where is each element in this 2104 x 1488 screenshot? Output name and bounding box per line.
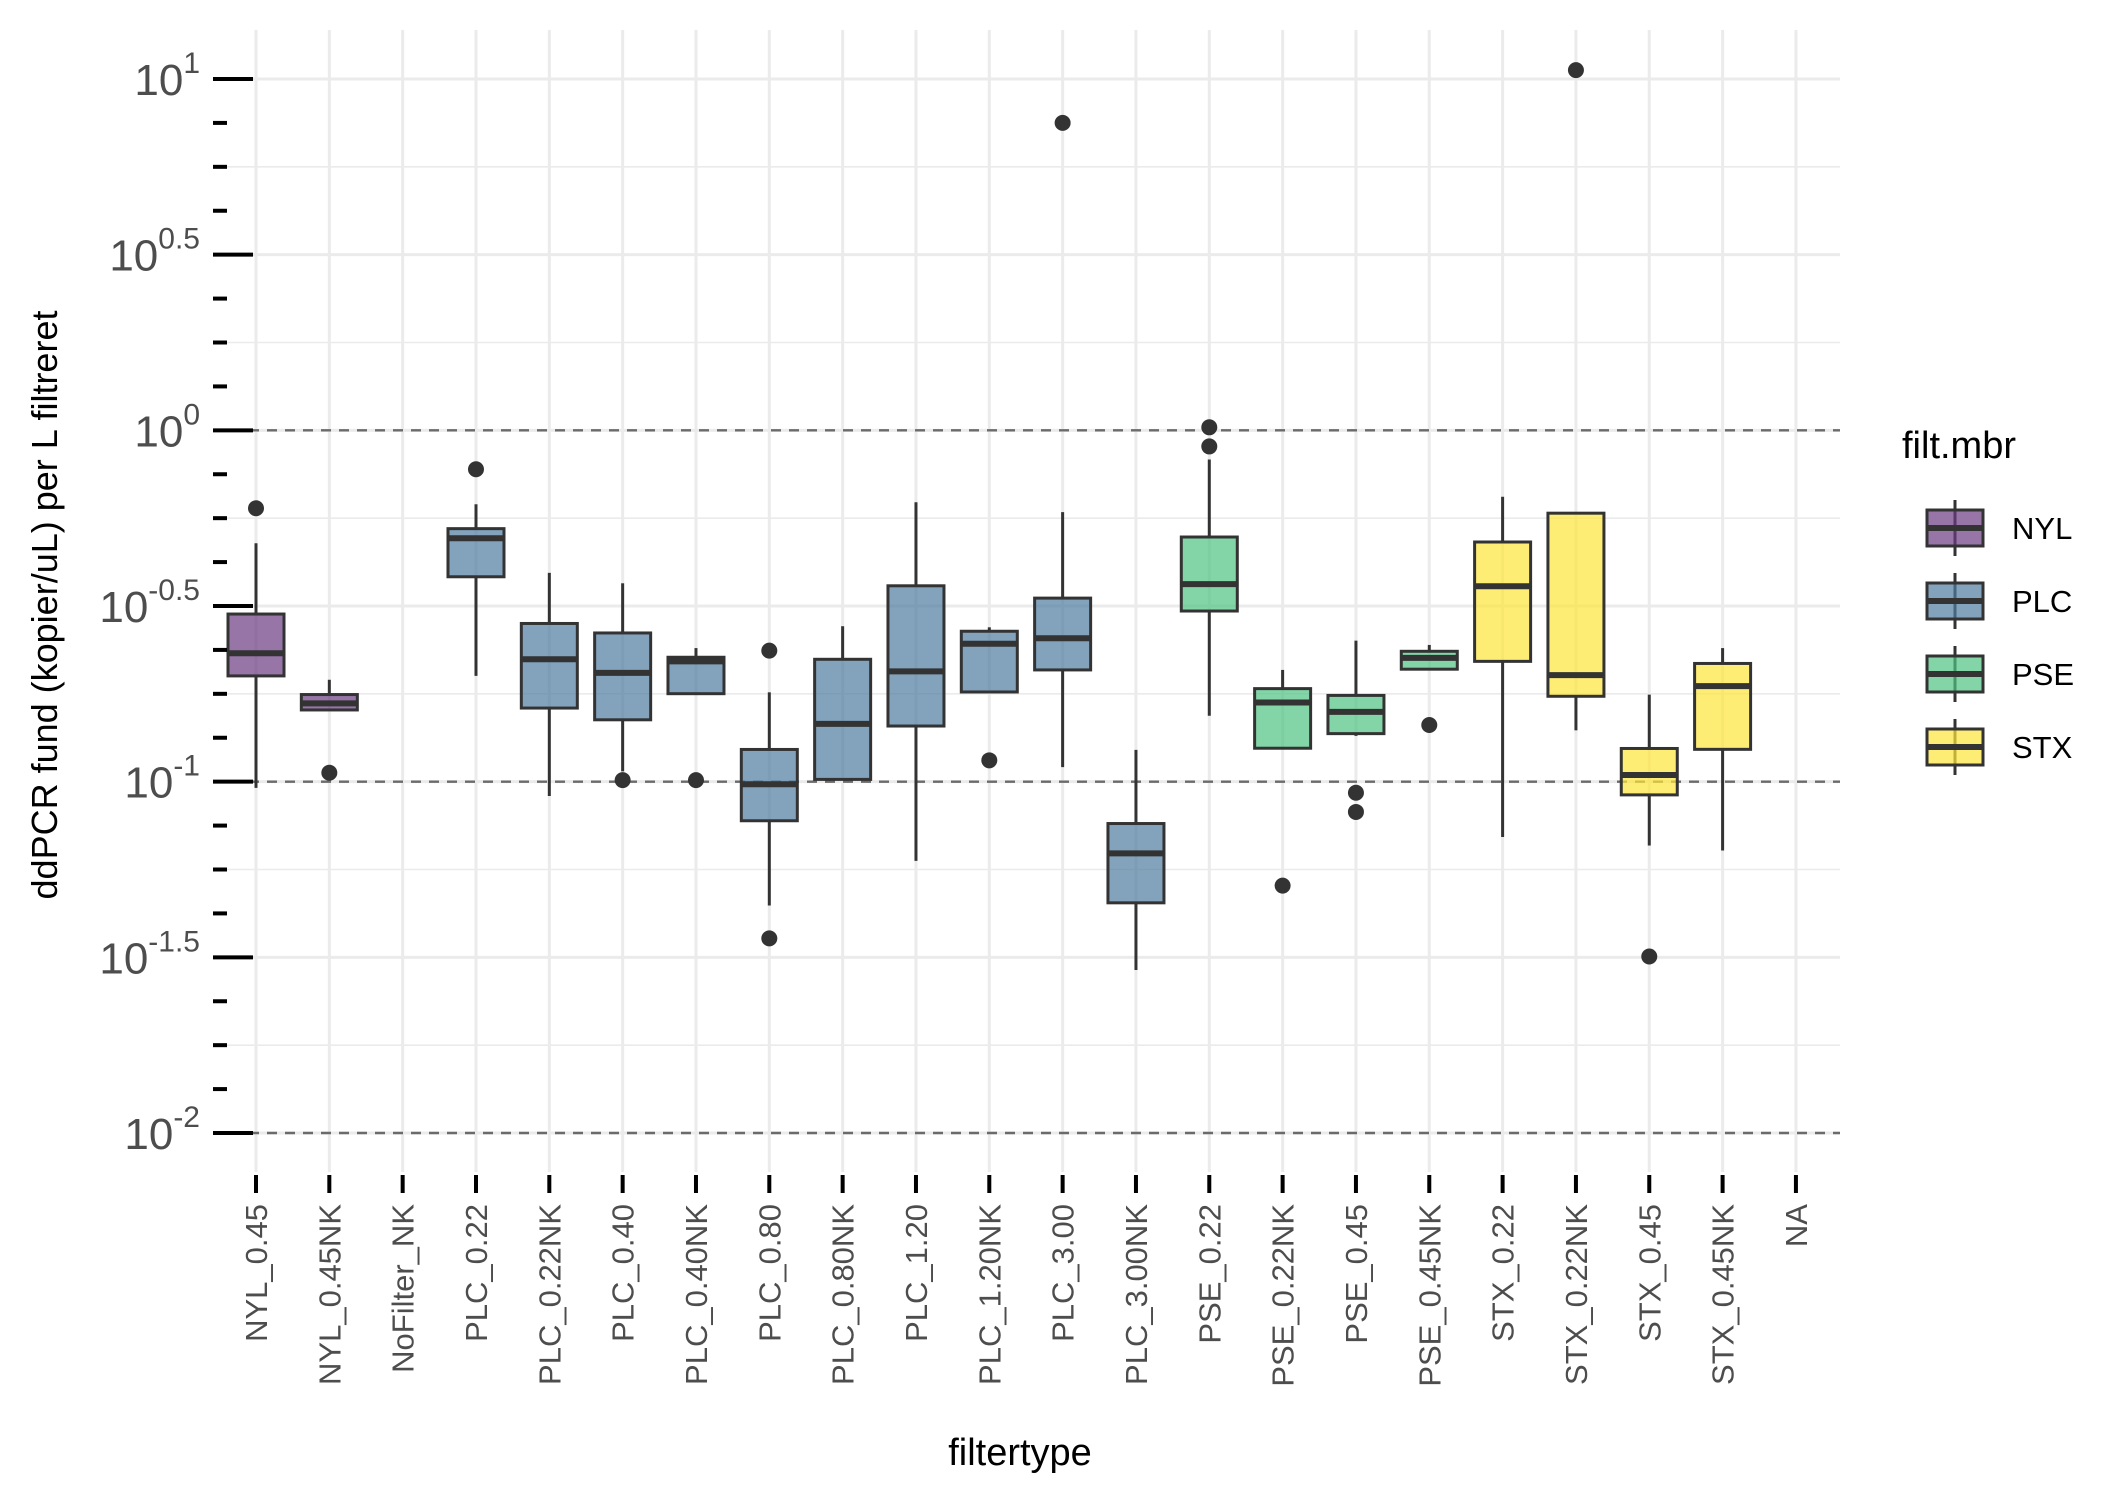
box-PLC_0.22NK [519,572,579,797]
outlier-point [761,930,778,947]
y-tick-label: 101 [134,47,200,105]
outlier-point [321,764,338,781]
outlier-point [614,772,631,789]
box-body [1546,511,1606,698]
x-tick-label: PLC_0.22 [459,1204,494,1342]
legend-item-nyl: NYL [1925,500,2072,556]
outlier-point [1347,784,1364,801]
boxes [226,62,1753,971]
x-tick-label: PSE_0.45NK [1412,1204,1447,1387]
outlier-point [981,752,998,769]
box-body [1253,687,1313,750]
legend-item-pse: PSE [1925,646,2074,702]
box-body [1473,540,1533,663]
x-axis-title: filtertype [948,1432,1092,1474]
box-body [959,629,1019,694]
outlier-point [1347,803,1364,820]
box-PLC_1.20 [886,502,946,861]
x-tick-label: STX_0.45 [1632,1204,1667,1342]
reference-lines [213,429,1840,1135]
box-PLC_0.80NK [813,626,873,781]
box-PSE_0.22 [1179,419,1239,716]
y-tick-label: 10-1 [124,750,200,808]
x-tick-label: PLC_0.80 [752,1204,787,1342]
box-PLC_1.20NK [959,627,1019,769]
legend-label: STX [2012,730,2073,765]
x-tick-label: PSE_0.45 [1339,1204,1374,1344]
x-tick-label: NYL_0.45NK [312,1204,347,1385]
box-body [1033,596,1093,672]
legend: filt.mbr NYL PLC PSE STX [1902,425,2074,775]
box-body [226,612,286,678]
box-body [1693,661,1753,751]
box-STX_0.45NK [1693,648,1753,851]
y-tick-label: 100.5 [109,223,200,281]
legend-title: filt.mbr [1902,425,2016,467]
box-STX_0.22NK [1546,62,1606,731]
box-body [519,621,579,710]
box-body [813,657,873,781]
box-PLC_3.00NK [1106,749,1166,971]
x-tick-label: NoFilter_NK [386,1204,421,1373]
legend-item-stx: STX [1925,719,2073,775]
x-tick-label: PLC_3.00 [1046,1204,1081,1342]
box-PLC_3.00 [1033,114,1093,768]
y-tick-label: 10-1.5 [99,925,200,983]
outlier-point [1201,419,1218,436]
x-tick-label: PLC_0.80NK [826,1204,861,1385]
x-tick-label: PLC_3.00NK [1119,1204,1154,1385]
y-axis-title: ddPCR fund (kopier/uL) per L filtreret [24,311,65,900]
outlier-point [1274,877,1291,894]
x-axis: NYL_0.45 NYL_0.45NK NoFilter_NK PLC_0.22 PLC… [239,1175,1814,1387]
box-NYL_0.45 [226,500,286,788]
box-body [1179,535,1239,613]
y-tick-label: 10-2 [124,1101,200,1159]
x-tick-label: PLC_1.20 [899,1204,934,1342]
x-tick-label: PLC_1.20NK [972,1204,1007,1385]
x-tick-label: PSE_0.22 [1192,1204,1227,1344]
box-PSE_0.22NK [1253,669,1313,894]
box-PLC_0.80 [739,642,799,947]
y-tick-label: 100 [134,398,200,456]
box-body [1619,746,1679,797]
box-PSE_0.45 [1326,640,1386,820]
outlier-point [1201,438,1218,455]
outlier-point [1567,62,1584,79]
box-body [886,584,946,728]
x-tick-label: PLC_0.40 [606,1204,641,1342]
box-STX_0.45 [1619,694,1679,965]
x-tick-label: NA [1779,1204,1814,1247]
legend-item-plc: PLC [1925,573,2072,629]
x-tick-label: PSE_0.22NK [1266,1204,1301,1387]
x-tick-label: STX_0.22 [1486,1204,1521,1342]
outlier-point [1054,114,1071,131]
y-axis: 101 100.5 100 10-0.5 10-1 10-1.5 10-2 [99,47,253,1159]
y-tick-label: 10-0.5 [99,574,200,632]
box-body [1106,822,1166,905]
outlier-point [467,461,484,478]
box-PLC_0.40 [593,583,653,789]
box-PLC_0.40NK [666,648,726,789]
legend-label: PSE [2012,657,2074,692]
outlier-point [248,500,264,517]
legend-label: PLC [2012,584,2072,619]
x-tick-label: PLC_0.22NK [532,1204,567,1385]
box-NYL_0.45NK [299,679,359,781]
x-tick-label: STX_0.45NK [1706,1204,1741,1385]
box-body [593,631,653,722]
outlier-point [1421,716,1438,733]
outlier-point [1641,948,1658,965]
x-tick-label: NYL_0.45 [239,1204,274,1342]
box-PSE_0.45NK [1399,644,1459,733]
outlier-point [761,642,778,659]
box-PLC_0.22 [446,461,506,676]
box-STX_0.22 [1473,496,1533,837]
x-tick-label: PLC_0.40NK [679,1204,714,1385]
x-tick-label: STX_0.22NK [1559,1204,1594,1385]
legend-label: NYL [2012,511,2072,546]
outlier-point [687,772,704,789]
